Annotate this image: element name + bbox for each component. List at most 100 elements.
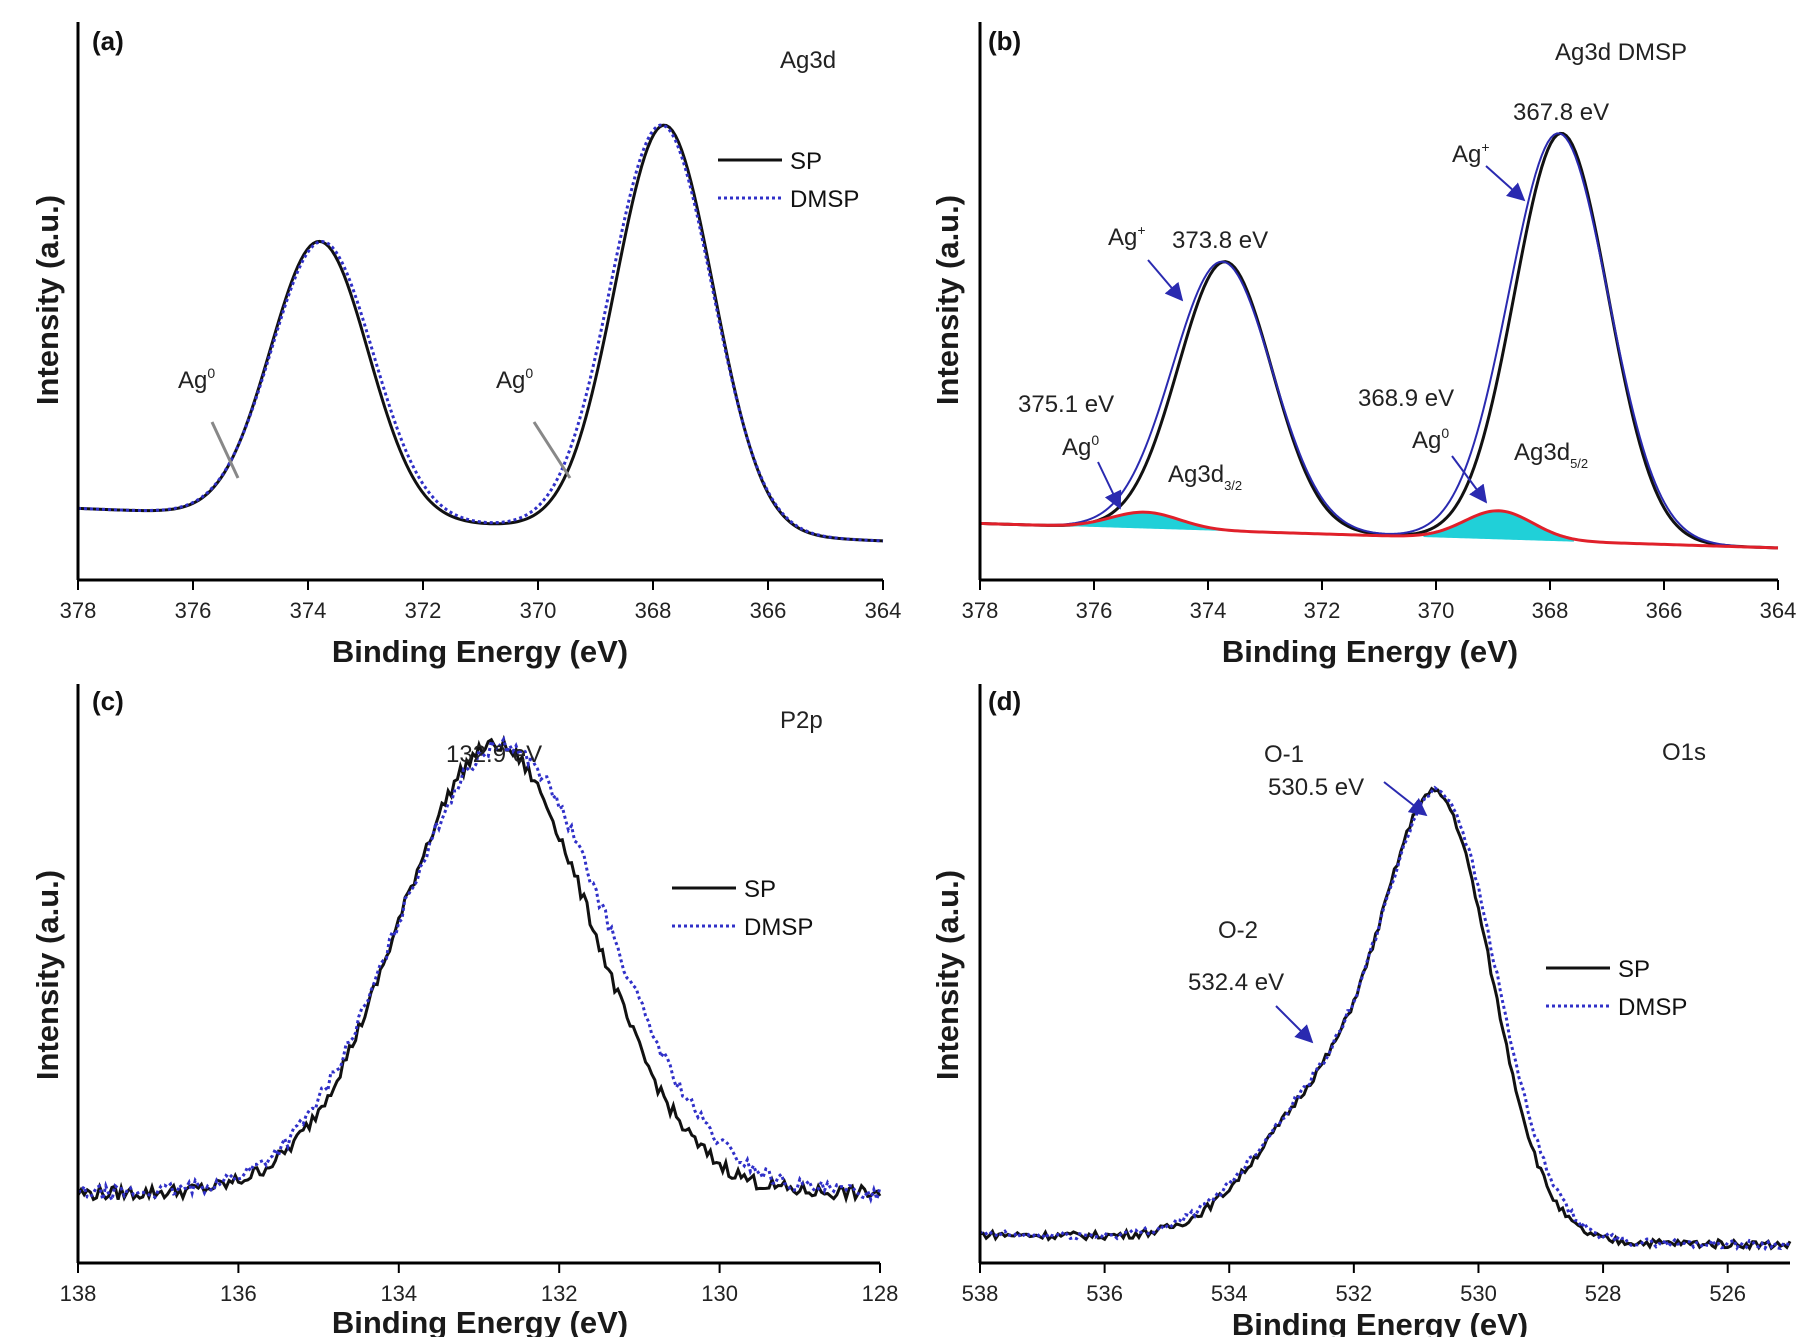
arrow-o2-d bbox=[1275, 1005, 1314, 1044]
annotation-532-4-d: 532.4 eV bbox=[1188, 969, 1284, 996]
x-ticks-b: 378 376 374 372 370 368 366 364 bbox=[962, 580, 1797, 623]
x-tick-label: 528 bbox=[1585, 1281, 1622, 1306]
panel-title-b: Ag3d DMSP bbox=[1555, 39, 1687, 66]
arrow-agplus-left-b bbox=[1147, 259, 1184, 302]
annotation-o1-d: O-1 bbox=[1264, 741, 1304, 768]
component-fill bbox=[1070, 512, 1221, 531]
legend-c: SP DMSP bbox=[672, 876, 813, 941]
x-ticks-a: 378 376 374 372 370 368 366 364 bbox=[60, 580, 902, 623]
x-tick-label: 378 bbox=[60, 598, 97, 623]
panel-label-c: (c) bbox=[92, 686, 124, 716]
x-tick-label: 368 bbox=[1532, 598, 1569, 623]
x-tick-label: 370 bbox=[520, 598, 557, 623]
annotation-ag0-left-a: Ag0 bbox=[178, 365, 215, 394]
x-axis-label-b: Binding Energy (eV) bbox=[1222, 634, 1518, 669]
x-tick-label: 376 bbox=[1076, 598, 1113, 623]
x-tick-label: 128 bbox=[862, 1281, 899, 1306]
series-line-dmsp bbox=[978, 785, 1791, 1252]
x-tick-label: 364 bbox=[1760, 598, 1797, 623]
series-line-fit bbox=[979, 132, 1779, 549]
legend-d: SP DMSP bbox=[1546, 956, 1687, 1021]
annotation-375-1-b: 375.1 eV bbox=[1018, 391, 1114, 418]
arrow-agplus-right-b bbox=[1485, 165, 1526, 202]
annotation-373-8-b: 373.8 eV bbox=[1172, 227, 1268, 254]
arrow-ag0-left-b bbox=[1097, 461, 1122, 510]
x-tick-label: 370 bbox=[1418, 598, 1455, 623]
x-ticks-c: 138 136 134 132 130 128 bbox=[60, 1263, 899, 1306]
arrow-ag0-right-a bbox=[532, 421, 572, 479]
annotation-ag0-right-b: Ag0 bbox=[1412, 425, 1449, 454]
annotation-132-9-c: 132.9 eV bbox=[446, 741, 542, 768]
plot-area-a bbox=[77, 123, 884, 543]
x-tick-label: 366 bbox=[750, 598, 787, 623]
arrow-ag0-left-a bbox=[210, 421, 240, 479]
x-tick-label: 374 bbox=[1190, 598, 1227, 623]
x-tick-label: 134 bbox=[380, 1281, 417, 1306]
series-line-sp bbox=[76, 734, 882, 1204]
y-axis-label-c: Intensity (a.u.) bbox=[30, 870, 65, 1080]
panel-d: (d) O1s 538 536 534 532 530 528 526 Binding En… bbox=[930, 684, 1792, 1337]
x-tick-label: 130 bbox=[701, 1281, 738, 1306]
annotation-ag0-left-b: Ag0 bbox=[1062, 432, 1099, 461]
series-line-sp bbox=[979, 786, 1792, 1252]
x-tick-label: 536 bbox=[1086, 1281, 1123, 1306]
x-tick-label: 372 bbox=[1304, 598, 1341, 623]
y-axis-label-d: Intensity (a.u.) bbox=[930, 870, 965, 1080]
component-fill bbox=[1423, 510, 1574, 542]
legend-label-sp-a: SP bbox=[790, 148, 822, 175]
x-tick-label: 372 bbox=[405, 598, 442, 623]
panel-title-a: Ag3d bbox=[780, 47, 836, 74]
panel-label-d: (d) bbox=[988, 686, 1021, 716]
x-axis-label-d: Binding Energy (eV) bbox=[1232, 1307, 1528, 1337]
arrow-o1-d bbox=[1383, 781, 1428, 817]
series-line-solid bbox=[979, 131, 1779, 550]
legend-label-sp-d: SP bbox=[1618, 956, 1650, 983]
annotation-ag3d52-b: Ag3d5/2 bbox=[1514, 439, 1588, 471]
plot-area-d bbox=[978, 785, 1792, 1252]
plot-area-c bbox=[76, 734, 882, 1205]
x-tick-label: 374 bbox=[290, 598, 327, 623]
series-line-background bbox=[979, 509, 1779, 550]
x-tick-label: 538 bbox=[962, 1281, 999, 1306]
x-tick-label: 364 bbox=[865, 598, 902, 623]
annotation-ag0-right-a: Ag0 bbox=[496, 365, 533, 394]
legend-label-dmsp-c: DMSP bbox=[744, 914, 813, 941]
annotation-530-5-d: 530.5 eV bbox=[1268, 774, 1364, 801]
annotation-agplus-left-b: Ag+ bbox=[1108, 222, 1146, 251]
panel-label-b: (b) bbox=[988, 26, 1021, 56]
legend-label-dmsp-d: DMSP bbox=[1618, 994, 1687, 1021]
series-line-dmsp bbox=[77, 123, 884, 543]
series-line-dmsp bbox=[77, 735, 882, 1205]
legend-label-dmsp-a: DMSP bbox=[790, 186, 859, 213]
annotation-367-8-b: 367.8 eV bbox=[1513, 99, 1609, 126]
x-tick-label: 138 bbox=[60, 1281, 97, 1306]
x-tick-label: 132 bbox=[541, 1281, 578, 1306]
x-axis-label-a: Binding Energy (eV) bbox=[332, 634, 628, 669]
x-tick-label: 368 bbox=[635, 598, 672, 623]
legend-a: SP DMSP bbox=[718, 148, 859, 213]
panel-title-d: O1s bbox=[1662, 739, 1706, 766]
legend-label-sp-c: SP bbox=[744, 876, 776, 903]
x-tick-label: 534 bbox=[1211, 1281, 1248, 1306]
x-tick-label: 530 bbox=[1460, 1281, 1497, 1306]
x-ticks-d: 538 536 534 532 530 528 526 bbox=[962, 1263, 1746, 1306]
panel-label-a: (a) bbox=[92, 26, 124, 56]
panel-b: (b) Ag3d DMSP 378 376 374 372 370 368 366 364 B… bbox=[930, 22, 1796, 669]
panel-c: (c) P2p 138 136 134 132 130 128 Binding Energ… bbox=[30, 684, 898, 1337]
y-axis-label-b: Intensity (a.u.) bbox=[930, 195, 965, 405]
x-tick-label: 532 bbox=[1335, 1281, 1372, 1306]
x-tick-label: 378 bbox=[962, 598, 999, 623]
annotation-agplus-right-b: Ag+ bbox=[1452, 139, 1490, 168]
arrow-ag0-right-b bbox=[1451, 455, 1488, 504]
x-tick-label: 526 bbox=[1709, 1281, 1746, 1306]
annotation-o2-d: O-2 bbox=[1218, 917, 1258, 944]
y-axis-label-a: Intensity (a.u.) bbox=[30, 195, 65, 405]
x-tick-label: 366 bbox=[1646, 598, 1683, 623]
annotation-ag3d32-b: Ag3d3/2 bbox=[1168, 461, 1242, 493]
x-axis-label-c: Binding Energy (eV) bbox=[332, 1305, 628, 1337]
x-tick-label: 376 bbox=[175, 598, 212, 623]
annotation-368-9-b: 368.9 eV bbox=[1358, 385, 1454, 412]
panel-title-c: P2p bbox=[780, 707, 823, 734]
plot-area-b bbox=[979, 131, 1779, 550]
